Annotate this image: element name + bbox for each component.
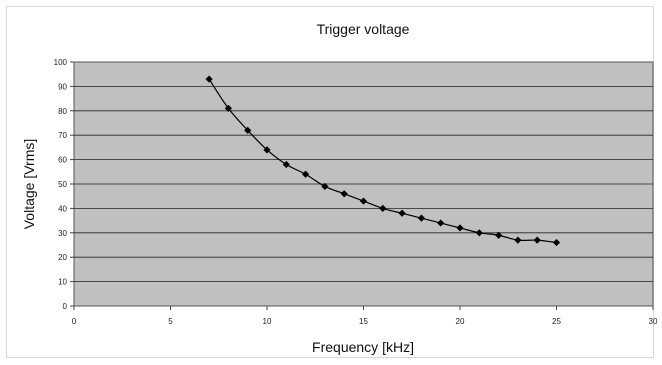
y-tick-label: 80 [58,107,67,116]
x-tick-label: 30 [649,317,658,326]
data-point [263,146,271,154]
data-point [456,224,464,232]
y-tick-label: 10 [58,278,67,287]
chart-title: Trigger voltage [317,21,410,37]
x-tick-label: 25 [552,317,561,326]
data-point [495,231,503,239]
data-point [417,214,425,222]
y-axis-label: Voltage [Vrms] [21,139,37,230]
data-point [359,197,368,205]
y-tick-label: 40 [58,204,67,213]
data-point [340,190,348,198]
x-tick-label: 20 [456,317,465,326]
data-point [552,238,561,247]
x-tick-labels: 0 5 10 15 20 25 30 [72,317,658,326]
data-point [302,170,310,178]
x-axis-label: Frequency [kHz] [312,339,414,355]
y-tick-labels: 0 10 20 30 40 50 60 70 80 90 100 [54,58,68,311]
data-points [205,75,561,247]
data-point [282,160,290,169]
data-point [379,204,387,212]
data-point [205,75,213,83]
data-point [533,236,541,244]
data-point [321,182,329,191]
data-point [224,104,232,112]
data-point [514,236,522,244]
data-point [437,219,445,227]
x-tick-label: 0 [72,317,77,326]
y-tick-label: 60 [58,156,67,165]
y-tick-label: 90 [58,82,67,91]
y-tick-label: 70 [58,131,67,140]
x-tick-label: 10 [263,317,272,326]
y-tick-label: 30 [58,229,67,238]
y-tick-label: 0 [63,302,68,311]
x-tick-label: 15 [359,317,368,326]
y-tick-label: 20 [58,253,67,262]
gridlines [74,86,653,283]
data-point [244,126,252,134]
data-point [398,209,406,217]
x-tick-label: 5 [168,317,173,326]
y-tick-label: 50 [58,180,67,189]
y-tick-label: 100 [54,58,68,67]
data-point [475,229,483,237]
axes [70,61,654,310]
